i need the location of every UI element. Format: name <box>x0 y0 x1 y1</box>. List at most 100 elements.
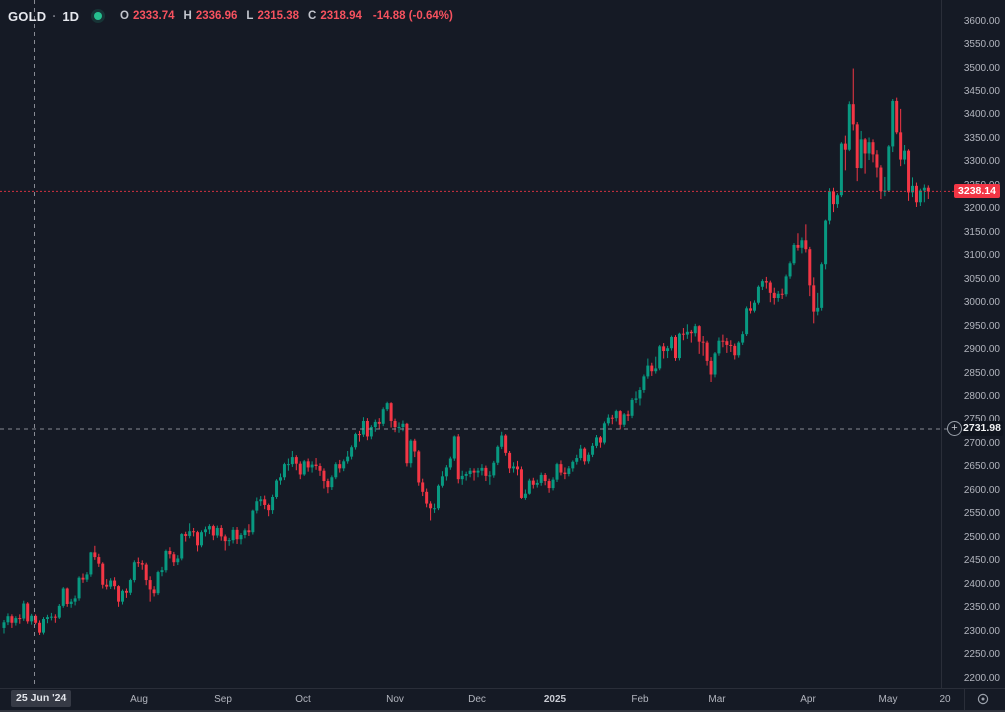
candle <box>389 402 393 428</box>
chart-canvas[interactable] <box>0 0 1005 688</box>
candle <box>437 484 440 511</box>
candle <box>717 337 721 356</box>
time-tick-label: Dec <box>468 694 486 705</box>
candle <box>662 343 666 359</box>
candle <box>235 527 239 544</box>
candle <box>749 301 753 314</box>
candle <box>903 145 907 165</box>
candle <box>575 454 579 465</box>
candle <box>2 619 6 634</box>
candle <box>30 613 34 625</box>
candle <box>567 466 571 477</box>
time-tick-label: Oct <box>295 694 311 705</box>
candle <box>298 461 302 480</box>
candle <box>263 495 267 510</box>
candle <box>626 410 630 421</box>
candle <box>227 537 231 546</box>
candle <box>18 614 22 624</box>
candle <box>286 458 290 471</box>
symbol-name[interactable]: GOLD <box>8 8 47 24</box>
candle <box>239 533 243 545</box>
price-tick-label: 2300.00 <box>963 625 1000 637</box>
candle <box>417 450 421 486</box>
candle <box>650 362 654 376</box>
candle <box>22 600 26 621</box>
candle <box>121 589 124 605</box>
crosshair-price-label: 2731.98 <box>961 421 1003 437</box>
candle <box>776 290 780 302</box>
candle <box>780 288 784 299</box>
symbol-legend: GOLD · 1D O 2333.74 H 2336.96 L 2315.38 C 2318.… <box>8 7 453 25</box>
price-tick-label: 2650.00 <box>963 461 1000 473</box>
change-value: -14.88 (-0.64%) <box>372 10 453 22</box>
candle <box>914 182 918 207</box>
candle <box>124 588 128 598</box>
price-axis[interactable]: 3600.00 3550.00 3500.00 3450.00 3400.00 3350.… <box>941 0 1005 688</box>
candle <box>223 534 227 551</box>
candle <box>247 524 251 536</box>
time-tick-label: 2025 <box>543 694 567 705</box>
price-tick-label: 3000.00 <box>963 297 1000 309</box>
candle <box>365 418 369 441</box>
candle <box>334 462 338 480</box>
candle <box>697 325 701 354</box>
ohlc-value: 2333.74 <box>132 10 175 22</box>
candle <box>658 344 662 371</box>
candle <box>820 262 824 311</box>
candle <box>81 573 85 583</box>
add-alert-plus-icon[interactable]: + <box>947 421 962 437</box>
candle <box>741 331 745 345</box>
candle <box>433 503 437 513</box>
candle <box>634 391 638 404</box>
candle <box>377 418 381 429</box>
time-tick-label: Aug <box>130 694 148 705</box>
candle <box>583 447 587 465</box>
candle <box>792 243 796 266</box>
candle <box>484 465 488 482</box>
candle <box>737 341 741 358</box>
candle <box>745 306 749 337</box>
candle <box>440 471 444 488</box>
candle <box>867 137 871 161</box>
candle <box>282 462 286 481</box>
timeframe-label[interactable]: 1D <box>62 8 79 24</box>
candle <box>188 523 192 539</box>
candle <box>646 358 650 379</box>
candle <box>385 401 389 412</box>
candle <box>215 525 219 538</box>
candle <box>638 387 642 406</box>
price-tick-label: 3300.00 <box>963 156 1000 168</box>
time-axis[interactable]: Aug Sep Oct Nov Dec 2025 Feb Mar Apr May 20 <box>0 688 1005 712</box>
ohlc-key: L <box>246 10 254 22</box>
candle <box>6 613 10 626</box>
candle <box>595 435 598 449</box>
candle <box>168 547 172 559</box>
ohlc-values: O 2333.74 H 2336.96 L 2315.38 C 2318.94 <box>115 10 362 22</box>
candle <box>113 577 117 590</box>
candle <box>354 432 358 450</box>
price-tick-label: 2250.00 <box>963 649 1000 661</box>
candle <box>211 524 215 541</box>
candle <box>804 224 808 253</box>
time-axis-separator <box>964 689 965 712</box>
candle <box>318 463 322 476</box>
candle <box>275 479 279 499</box>
candle <box>97 553 101 567</box>
candle <box>152 586 156 597</box>
candle <box>496 445 500 466</box>
time-tick-label: Mar <box>708 694 726 705</box>
candle <box>294 455 298 471</box>
candle <box>883 176 887 197</box>
candle <box>322 468 326 489</box>
candle <box>847 101 851 152</box>
price-tick-label: 2400.00 <box>963 578 1000 590</box>
candle <box>539 472 543 486</box>
target-icon[interactable] <box>975 691 991 707</box>
crosshair-date-label: 25 Jun '24 <box>11 690 72 707</box>
candle <box>899 108 903 167</box>
legend-separator: · <box>52 9 57 23</box>
candle <box>53 614 57 623</box>
candle <box>784 274 788 297</box>
price-tick-label: 2600.00 <box>963 484 1000 496</box>
candle <box>614 409 618 422</box>
